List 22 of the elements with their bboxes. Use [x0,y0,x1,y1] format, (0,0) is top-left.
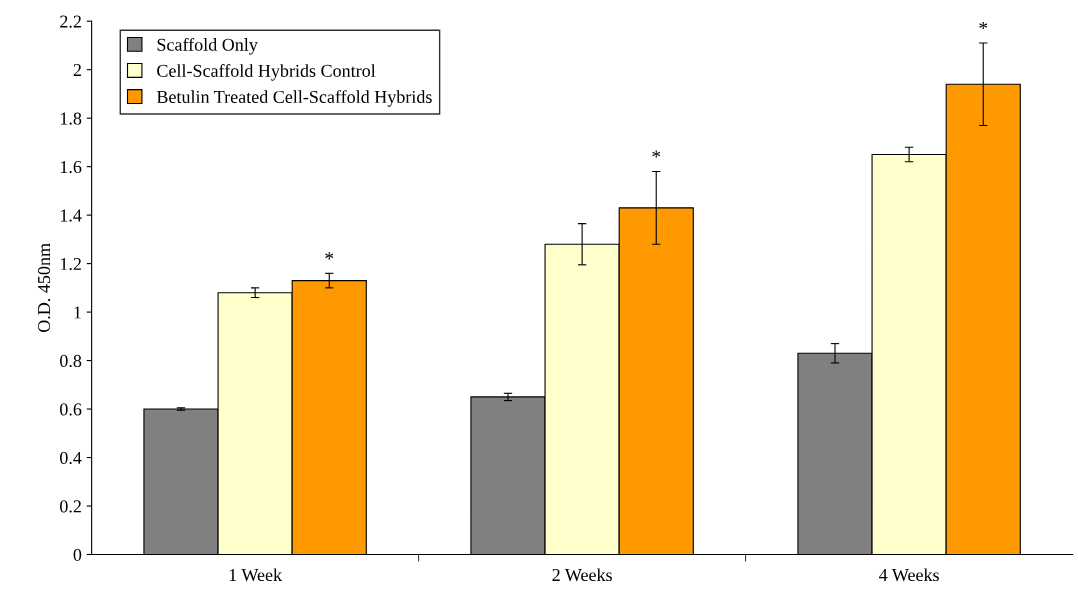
y-tick-label: 0.6 [60,403,82,416]
y-tick-label: 1.4 [60,209,82,222]
y-tick-label: 1.8 [60,112,82,125]
legend-label: Betulin Treated Cell-Scaffold Hybrids [156,90,432,107]
annotation: * [979,21,988,30]
y-tick-label: 0.2 [60,500,81,513]
y-tick-label: 0 [73,548,82,561]
x-tick-label: 2 Weeks [552,568,612,582]
y-tick-label: 1.2 [60,257,81,271]
annotation: * [325,252,334,260]
y-tick-label: 2.2 [60,15,81,28]
x-tick-label: 4 Weeks [879,568,939,582]
legend-label: Cell-Scaffold Hybrids Control [157,64,376,81]
legend-label: Scaffold Only [157,37,258,55]
y-tick-label: 2 [73,64,81,76]
x-tick-label: 1 Week [229,568,283,582]
annotation: * [652,150,661,158]
y-tick-label: 1 [74,306,81,319]
y-tick-label: 1.6 [60,160,82,174]
y-tick-label: 0.4 [60,451,82,465]
y-tick-label: 0.8 [60,354,82,368]
y-axis-title: O.D. 450nm [37,243,51,332]
